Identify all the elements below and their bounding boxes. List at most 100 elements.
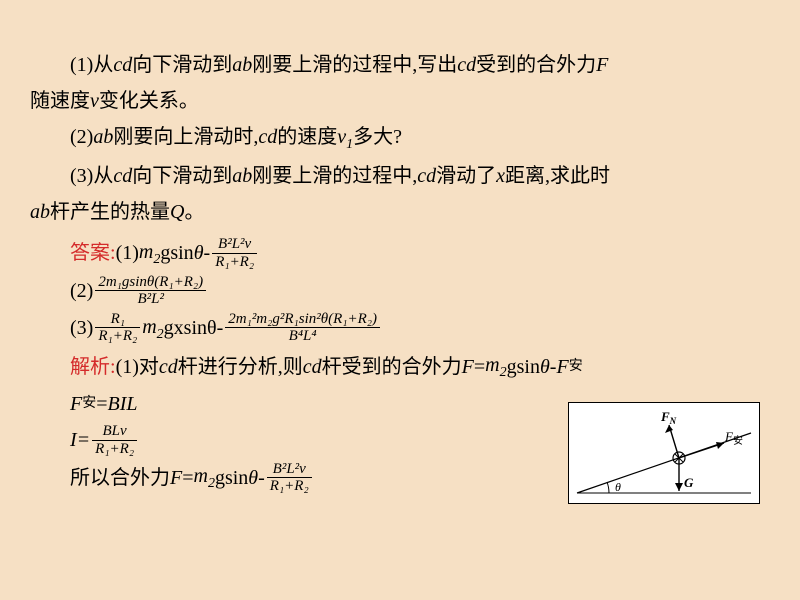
force-fa-arrow [716,442,724,449]
fraction: BLvR₁+R₂ [92,423,137,457]
text: 变化关系。 [99,90,199,112]
var-cd: cd [457,54,476,76]
question-3-line1: (3)从cd向下滑动到ab刚要上滑的过程中,cd滑动了x距离,求此时 [30,159,770,193]
var-theta: θ [194,236,204,270]
var-v1: v1 [337,126,353,148]
numerator: R₁ [95,311,140,329]
text: 多大? [353,126,402,148]
text: gsin [160,236,193,270]
var-x: x [496,165,505,187]
text: = [96,387,107,421]
text: 向下滑动到 [132,54,232,76]
text: gxsinθ- [164,311,224,345]
var-cd: cd [258,126,277,148]
var-F: F [462,350,474,384]
slide-content: (1)从cd向下滑动到ab刚要上滑的过程中,写出cd受到的合外力F 随速度v变化… [30,48,770,496]
var-F: F [556,350,568,384]
text: 杆产生的热量 [50,201,170,223]
var-cd: cd [159,350,178,384]
text: (1)从 [70,54,113,76]
var-theta: θ [248,461,258,495]
analysis-label: 解析: [70,350,116,384]
formula: m2 [142,310,163,347]
text: (1) [116,236,139,270]
answer-1: 答案:(1)m2gsinθ-B²L²vR₁+R₂ [70,235,770,272]
numerator: 2m₁gsinθ(R₁+R₂) [95,274,206,292]
var-v: v [90,90,99,112]
answer-label: 答案: [70,236,116,270]
var-cd: cd [417,165,436,187]
var-ab: ab [93,126,113,148]
answer-3: (3)R₁R₁+R₂m2gxsinθ-2m₁²m₂g²R₁sin²θ(R₁+R₂… [70,310,770,347]
fraction: R₁R₁+R₂ [95,311,140,345]
fraction: B²L²vR₁+R₂ [267,461,312,495]
var-F: F [70,387,82,421]
text: 。 [184,201,204,223]
formula: m2 [194,459,215,496]
text: (2) [70,126,93,148]
text: 杆受到的合外力 [322,350,462,384]
angle-arc [607,482,609,493]
formula: BIL [108,387,138,421]
force-fn-arrow [665,425,673,433]
sub-an: 安 [82,392,96,416]
question-1-line2: 随速度v变化关系。 [30,84,770,118]
question-3-line2: ab杆产生的热量Q。 [30,195,770,229]
diagram-svg: θ FN F安 G [569,403,759,503]
var-F: F [596,54,608,76]
text: 刚要上滑的过程中, [252,165,417,187]
var-ab: ab [232,54,252,76]
answer-2: (2)2m₁gsinθ(R₁+R₂)B²L² [70,274,770,308]
text: = [182,461,193,495]
text: 杆进行分析,则 [178,350,303,384]
text: gsin [215,461,248,495]
angle-label: θ [615,480,621,494]
text: 随速度 [30,90,90,112]
text: - [204,236,211,270]
numerator: B²L²v [267,461,312,479]
text: 滑动了 [436,165,496,187]
analysis-line-1: 解析:(1)对cd杆进行分析,则cd杆受到的合外力F=m2gsinθ-F安 [70,348,770,385]
denominator: R₁+R₂ [95,328,140,345]
text: 距离,求此时 [505,165,610,187]
fraction: 2m₁gsinθ(R₁+R₂)B²L² [95,274,206,308]
fraction: B²L²vR₁+R₂ [212,236,257,270]
fa-label: F安 [724,429,743,447]
var-cd: cd [303,350,322,384]
text: 所以合外力 [70,461,170,495]
text: = [474,350,485,384]
text: 受到的合外力 [476,54,596,76]
sub-an: 安 [569,355,583,379]
denominator: R₁+R₂ [92,441,137,458]
fn-label: FN [660,409,677,426]
text: - [258,461,265,495]
formula: I= [70,423,90,457]
numerator: BLv [92,423,137,441]
var-cd: cd [113,54,132,76]
denominator: R₁+R₂ [267,478,312,495]
numerator: B²L²v [212,236,257,254]
text: gsin [507,350,540,384]
denominator: R₁+R₂ [212,254,257,271]
text: (3)从 [70,165,113,187]
fraction: 2m₁²m₂g²R₁sin²θ(R₁+R₂)B⁴L⁴ [225,311,380,345]
text: 刚要向上滑动时, [113,126,258,148]
g-label: G [684,475,694,490]
numerator: 2m₁²m₂g²R₁sin²θ(R₁+R₂) [225,311,380,329]
question-2: (2)ab刚要向上滑动时,cd的速度v1多大? [30,120,770,157]
var-Q: Q [170,201,184,223]
formula: m2 [139,235,160,272]
force-diagram: θ FN F安 G [568,402,760,504]
question-1-line1: (1)从cd向下滑动到ab刚要上滑的过程中,写出cd受到的合外力F [30,48,770,82]
text: 刚要上滑的过程中,写出 [252,54,457,76]
text: 的速度 [277,126,337,148]
text: (1)对 [116,350,159,384]
force-g-arrow [675,483,683,491]
formula: m2 [485,348,506,385]
denominator: B⁴L⁴ [225,328,380,345]
text: (3) [70,311,93,345]
var-ab: ab [232,165,252,187]
var-F: F [170,461,182,495]
var-ab: ab [30,201,50,223]
text: (2) [70,274,93,308]
